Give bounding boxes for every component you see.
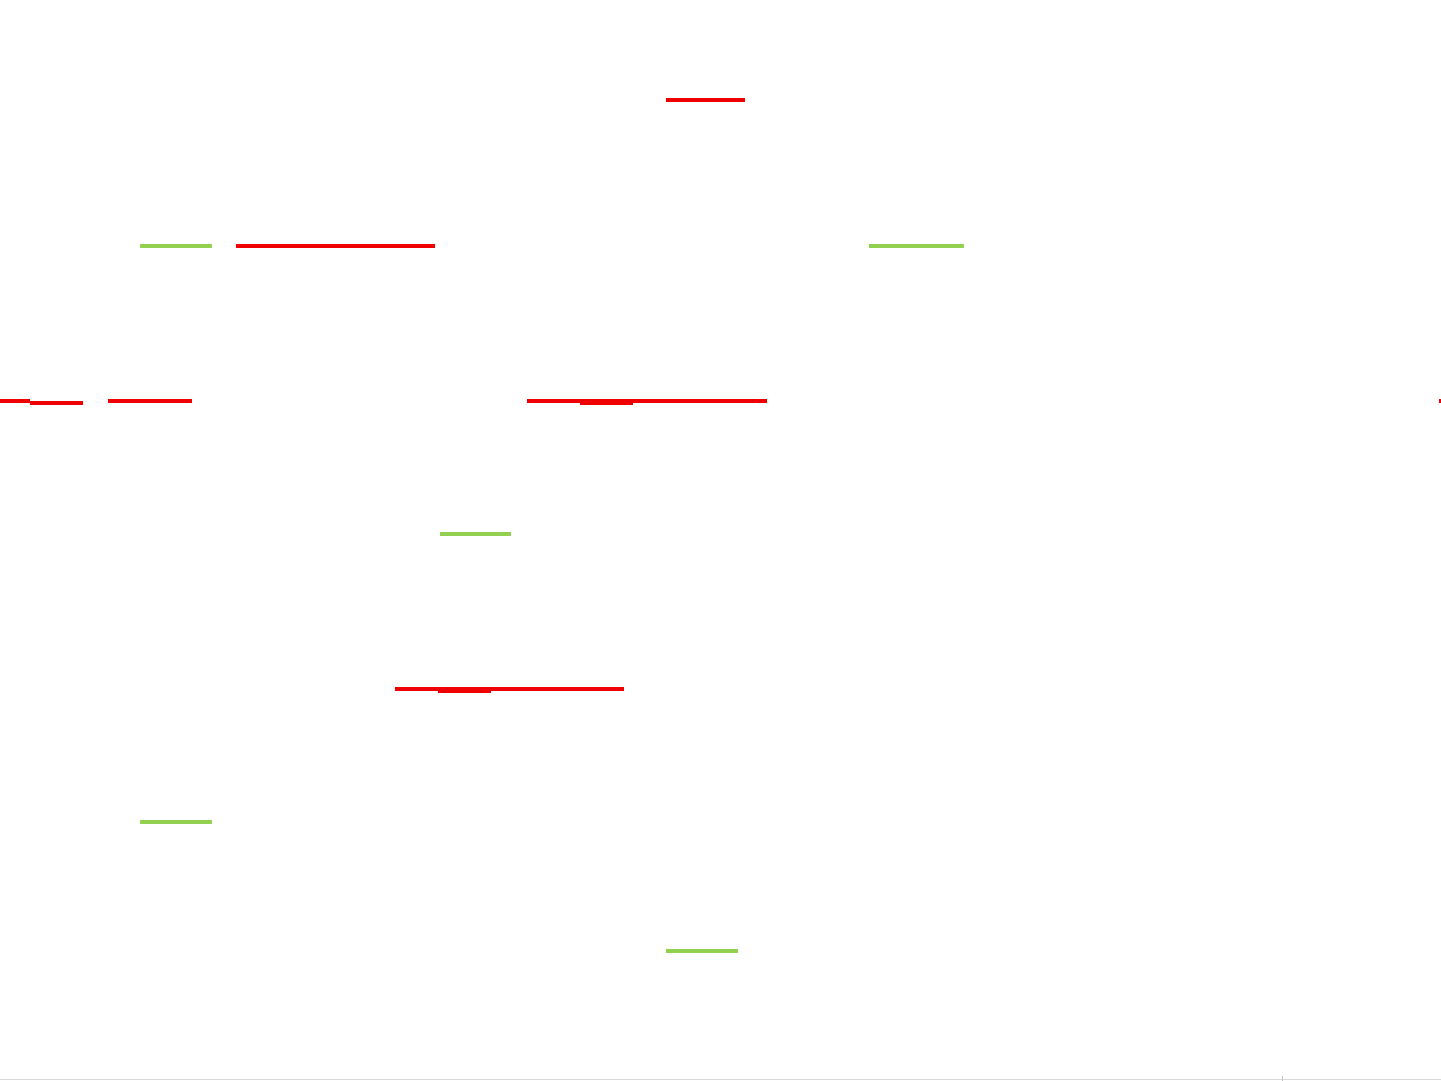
page: [0, 0, 1441, 1081]
canvas: [0, 0, 1441, 1081]
background: [0, 0, 1441, 1081]
